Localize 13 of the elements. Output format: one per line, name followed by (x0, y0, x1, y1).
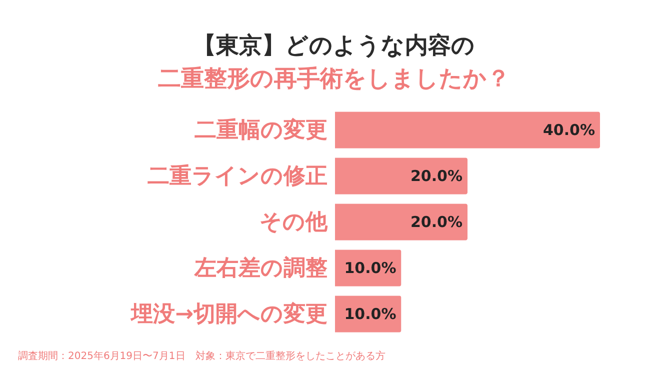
data-label: 10.0% (344, 259, 396, 277)
chart-subtitle: 二重整形の再手術をしましたか？ (158, 66, 510, 92)
text: 調査期間：2025年6月19日〜7月1日 対象：東京で二重整形をしたことがある方 (18, 350, 386, 362)
y-tick-label: 二重ラインの修正 (148, 164, 328, 189)
y-tick-label: 左右差の調整 (194, 255, 328, 281)
y-tick-label: 二重幅の変更 (194, 117, 328, 143)
y-tick-label: その他 (260, 210, 328, 235)
data-label: 20.0% (410, 167, 462, 185)
data-label: 40.0% (542, 121, 595, 139)
chart-title: 【東京】どのような内容の (193, 32, 475, 59)
y-tick-label: 埋没→切開への変更 (130, 301, 328, 327)
data-label: 10.0% (344, 305, 396, 323)
data-label: 20.0% (410, 213, 462, 231)
